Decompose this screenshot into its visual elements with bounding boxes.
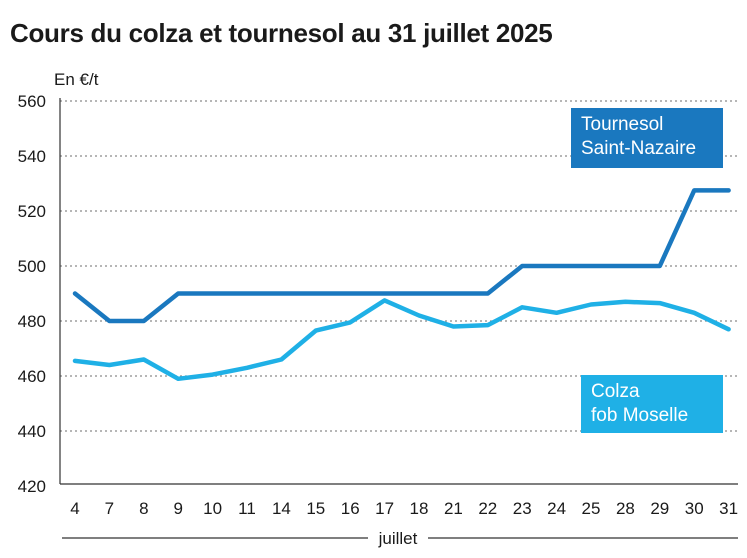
legend-label: fob Moselle — [591, 405, 688, 426]
x-tick-label: 22 — [478, 499, 497, 518]
x-tick-label: 8 — [139, 499, 148, 518]
legend-box-0 — [571, 108, 723, 168]
x-axis-label: juillet — [378, 529, 418, 548]
legend-label: Tournesol — [581, 114, 663, 135]
x-tick-label: 10 — [203, 499, 222, 518]
y-tick-label: 560 — [18, 92, 46, 111]
legend: Tournesol Saint-Nazaire Colza fob Moselle — [571, 108, 723, 433]
y-tick-label: 440 — [18, 422, 46, 441]
series-lines — [72, 188, 731, 382]
series-line-1 — [72, 298, 731, 382]
legend-label: Colza — [591, 381, 640, 402]
x-tick-label: 17 — [375, 499, 394, 518]
y-tick-label: 480 — [18, 312, 46, 331]
x-tick-label: 11 — [238, 499, 256, 518]
x-tick-label: 16 — [341, 499, 360, 518]
x-tick-label: 30 — [685, 499, 704, 518]
legend-label: Saint-Nazaire — [581, 138, 696, 159]
x-tick-label: 21 — [444, 499, 463, 518]
y-tick-label: 540 — [18, 147, 46, 166]
x-tick-label: 28 — [616, 499, 635, 518]
x-tick-label: 24 — [547, 499, 566, 518]
x-tick-label: 18 — [410, 499, 429, 518]
x-tick-label: 4 — [70, 499, 79, 518]
y-tick-label: 460 — [18, 367, 46, 386]
legend-box-1 — [581, 375, 723, 433]
y-tick-labels: 420 440 460 480 500 520 540 560 — [18, 92, 46, 496]
y-tick-label: 420 — [18, 477, 46, 496]
x-tick-label: 29 — [650, 499, 669, 518]
series-line-0 — [72, 188, 731, 324]
x-tick-label: 14 — [272, 499, 291, 518]
y-tick-label: 500 — [18, 257, 46, 276]
x-tick-label: 23 — [513, 499, 532, 518]
x-tick-label: 15 — [306, 499, 325, 518]
chart-title: Cours du colza et tournesol au 31 juille… — [10, 18, 553, 48]
axes — [59, 98, 738, 485]
y-axis-unit-label: En €/t — [54, 70, 99, 89]
x-tick-label: 31 — [719, 499, 738, 518]
x-tick-label: 7 — [105, 499, 114, 518]
x-axis-label-group: juillet — [62, 529, 738, 548]
x-tick-label: 25 — [582, 499, 601, 518]
x-tick-labels: 4 7 8 9 10 11 14 15 16 17 18 21 22 23 24 25 28 29 30 31 — [70, 499, 738, 518]
y-tick-label: 520 — [18, 202, 46, 221]
x-tick-label: 9 — [173, 499, 182, 518]
